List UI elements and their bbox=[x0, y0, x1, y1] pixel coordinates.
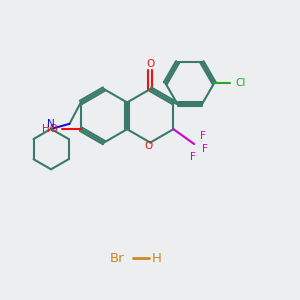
Text: H: H bbox=[152, 252, 161, 265]
Text: F: F bbox=[190, 152, 196, 161]
Text: O: O bbox=[146, 59, 154, 69]
Text: N: N bbox=[47, 118, 55, 128]
Text: HO: HO bbox=[42, 124, 58, 134]
Text: Br: Br bbox=[110, 252, 124, 265]
Text: F: F bbox=[200, 131, 206, 141]
Text: O: O bbox=[145, 141, 153, 151]
Text: F: F bbox=[202, 143, 208, 154]
Text: Cl: Cl bbox=[235, 78, 245, 88]
